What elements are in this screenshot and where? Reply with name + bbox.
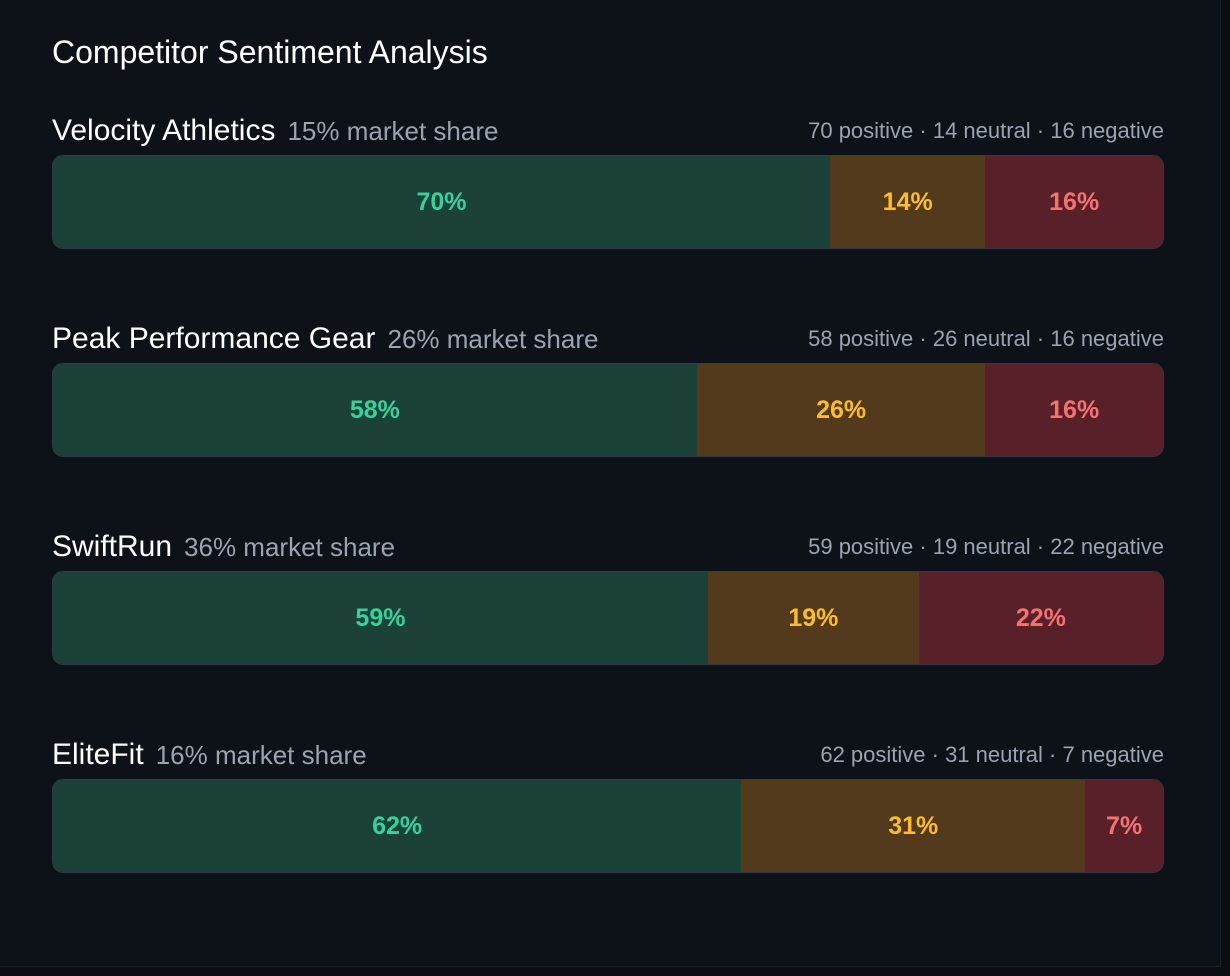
segment-label: 58%	[349, 395, 400, 424]
segment-label: 14%	[882, 187, 933, 216]
competitor-name: Peak Performance Gear 26% market share	[52, 322, 598, 356]
segment-label: 16%	[1049, 187, 1100, 216]
market-share: 26% market share	[387, 324, 599, 354]
segment-label: 59%	[355, 603, 406, 632]
sentiment-bar: 59% 19% 22%	[52, 571, 1164, 665]
sentiment-summary: 70 positive · 14 neutral · 16 negative	[808, 118, 1164, 143]
competitor-name: Velocity Athletics 15% market share	[52, 114, 498, 148]
card-title: Competitor Sentiment Analysis	[52, 34, 488, 70]
segment-label: 31%	[888, 811, 939, 840]
bar-segment: 14%	[830, 156, 986, 248]
competitor-label: EliteFit	[52, 738, 144, 771]
bar-segment: 16%	[985, 364, 1163, 456]
bar-segment: 7%	[1085, 780, 1163, 872]
segment-label: 26%	[816, 395, 867, 424]
market-share: 36% market share	[184, 532, 396, 562]
bar-segment: 26%	[696, 364, 986, 456]
segment-label: 22%	[1015, 603, 1066, 632]
segment-label: 70%	[416, 187, 467, 216]
bar-segment: 59%	[53, 572, 708, 664]
sentiment-summary: 62 positive · 31 neutral · 7 negative	[820, 742, 1164, 767]
sentiment-summary: 58 positive · 26 neutral · 16 negative	[808, 326, 1164, 351]
row-header: SwiftRun 36% market share 59 positive · 19…	[52, 528, 1164, 568]
segment-label: 19%	[788, 603, 839, 632]
row-header: Peak Performance Gear 26% market share 58 …	[52, 320, 1164, 360]
segment-label: 16%	[1049, 395, 1100, 424]
competitor-row: SwiftRun 36% market share 59 positive · 19…	[52, 528, 1164, 708]
sentiment-bar: 70% 14% 16%	[52, 155, 1164, 249]
bar-segment: 58%	[53, 364, 697, 456]
competitor-row: EliteFit 16% market share 62 positive · 31…	[52, 736, 1164, 916]
market-share: 16% market share	[155, 740, 367, 770]
bar-segment: 31%	[741, 780, 1086, 872]
competitor-name: EliteFit 16% market share	[52, 738, 367, 772]
sentiment-summary: 59 positive · 19 neutral · 22 negative	[808, 534, 1164, 559]
competitor-name: SwiftRun 36% market share	[52, 530, 395, 564]
bar-segment: 19%	[707, 572, 919, 664]
segment-label: 7%	[1106, 811, 1143, 840]
market-share: 15% market share	[287, 116, 499, 146]
sentiment-bar: 62% 31% 7%	[52, 779, 1164, 873]
competitor-row: Velocity Athletics 15% market share 70 pos…	[52, 112, 1164, 292]
bar-segment: 62%	[53, 780, 742, 872]
bar-segment: 22%	[918, 572, 1163, 664]
competitor-label: Peak Performance Gear	[52, 322, 376, 355]
competitor-row: Peak Performance Gear 26% market share 58 …	[52, 320, 1164, 500]
segment-label: 62%	[372, 811, 423, 840]
competitor-label: SwiftRun	[52, 530, 173, 563]
competitor-label: Velocity Athletics	[52, 114, 276, 147]
sentiment-bar: 58% 26% 16%	[52, 363, 1164, 457]
row-header: Velocity Athletics 15% market share 70 pos…	[52, 112, 1164, 152]
bar-segment: 16%	[985, 156, 1163, 248]
bar-segment: 70%	[53, 156, 830, 248]
row-header: EliteFit 16% market share 62 positive · 31…	[52, 736, 1164, 776]
